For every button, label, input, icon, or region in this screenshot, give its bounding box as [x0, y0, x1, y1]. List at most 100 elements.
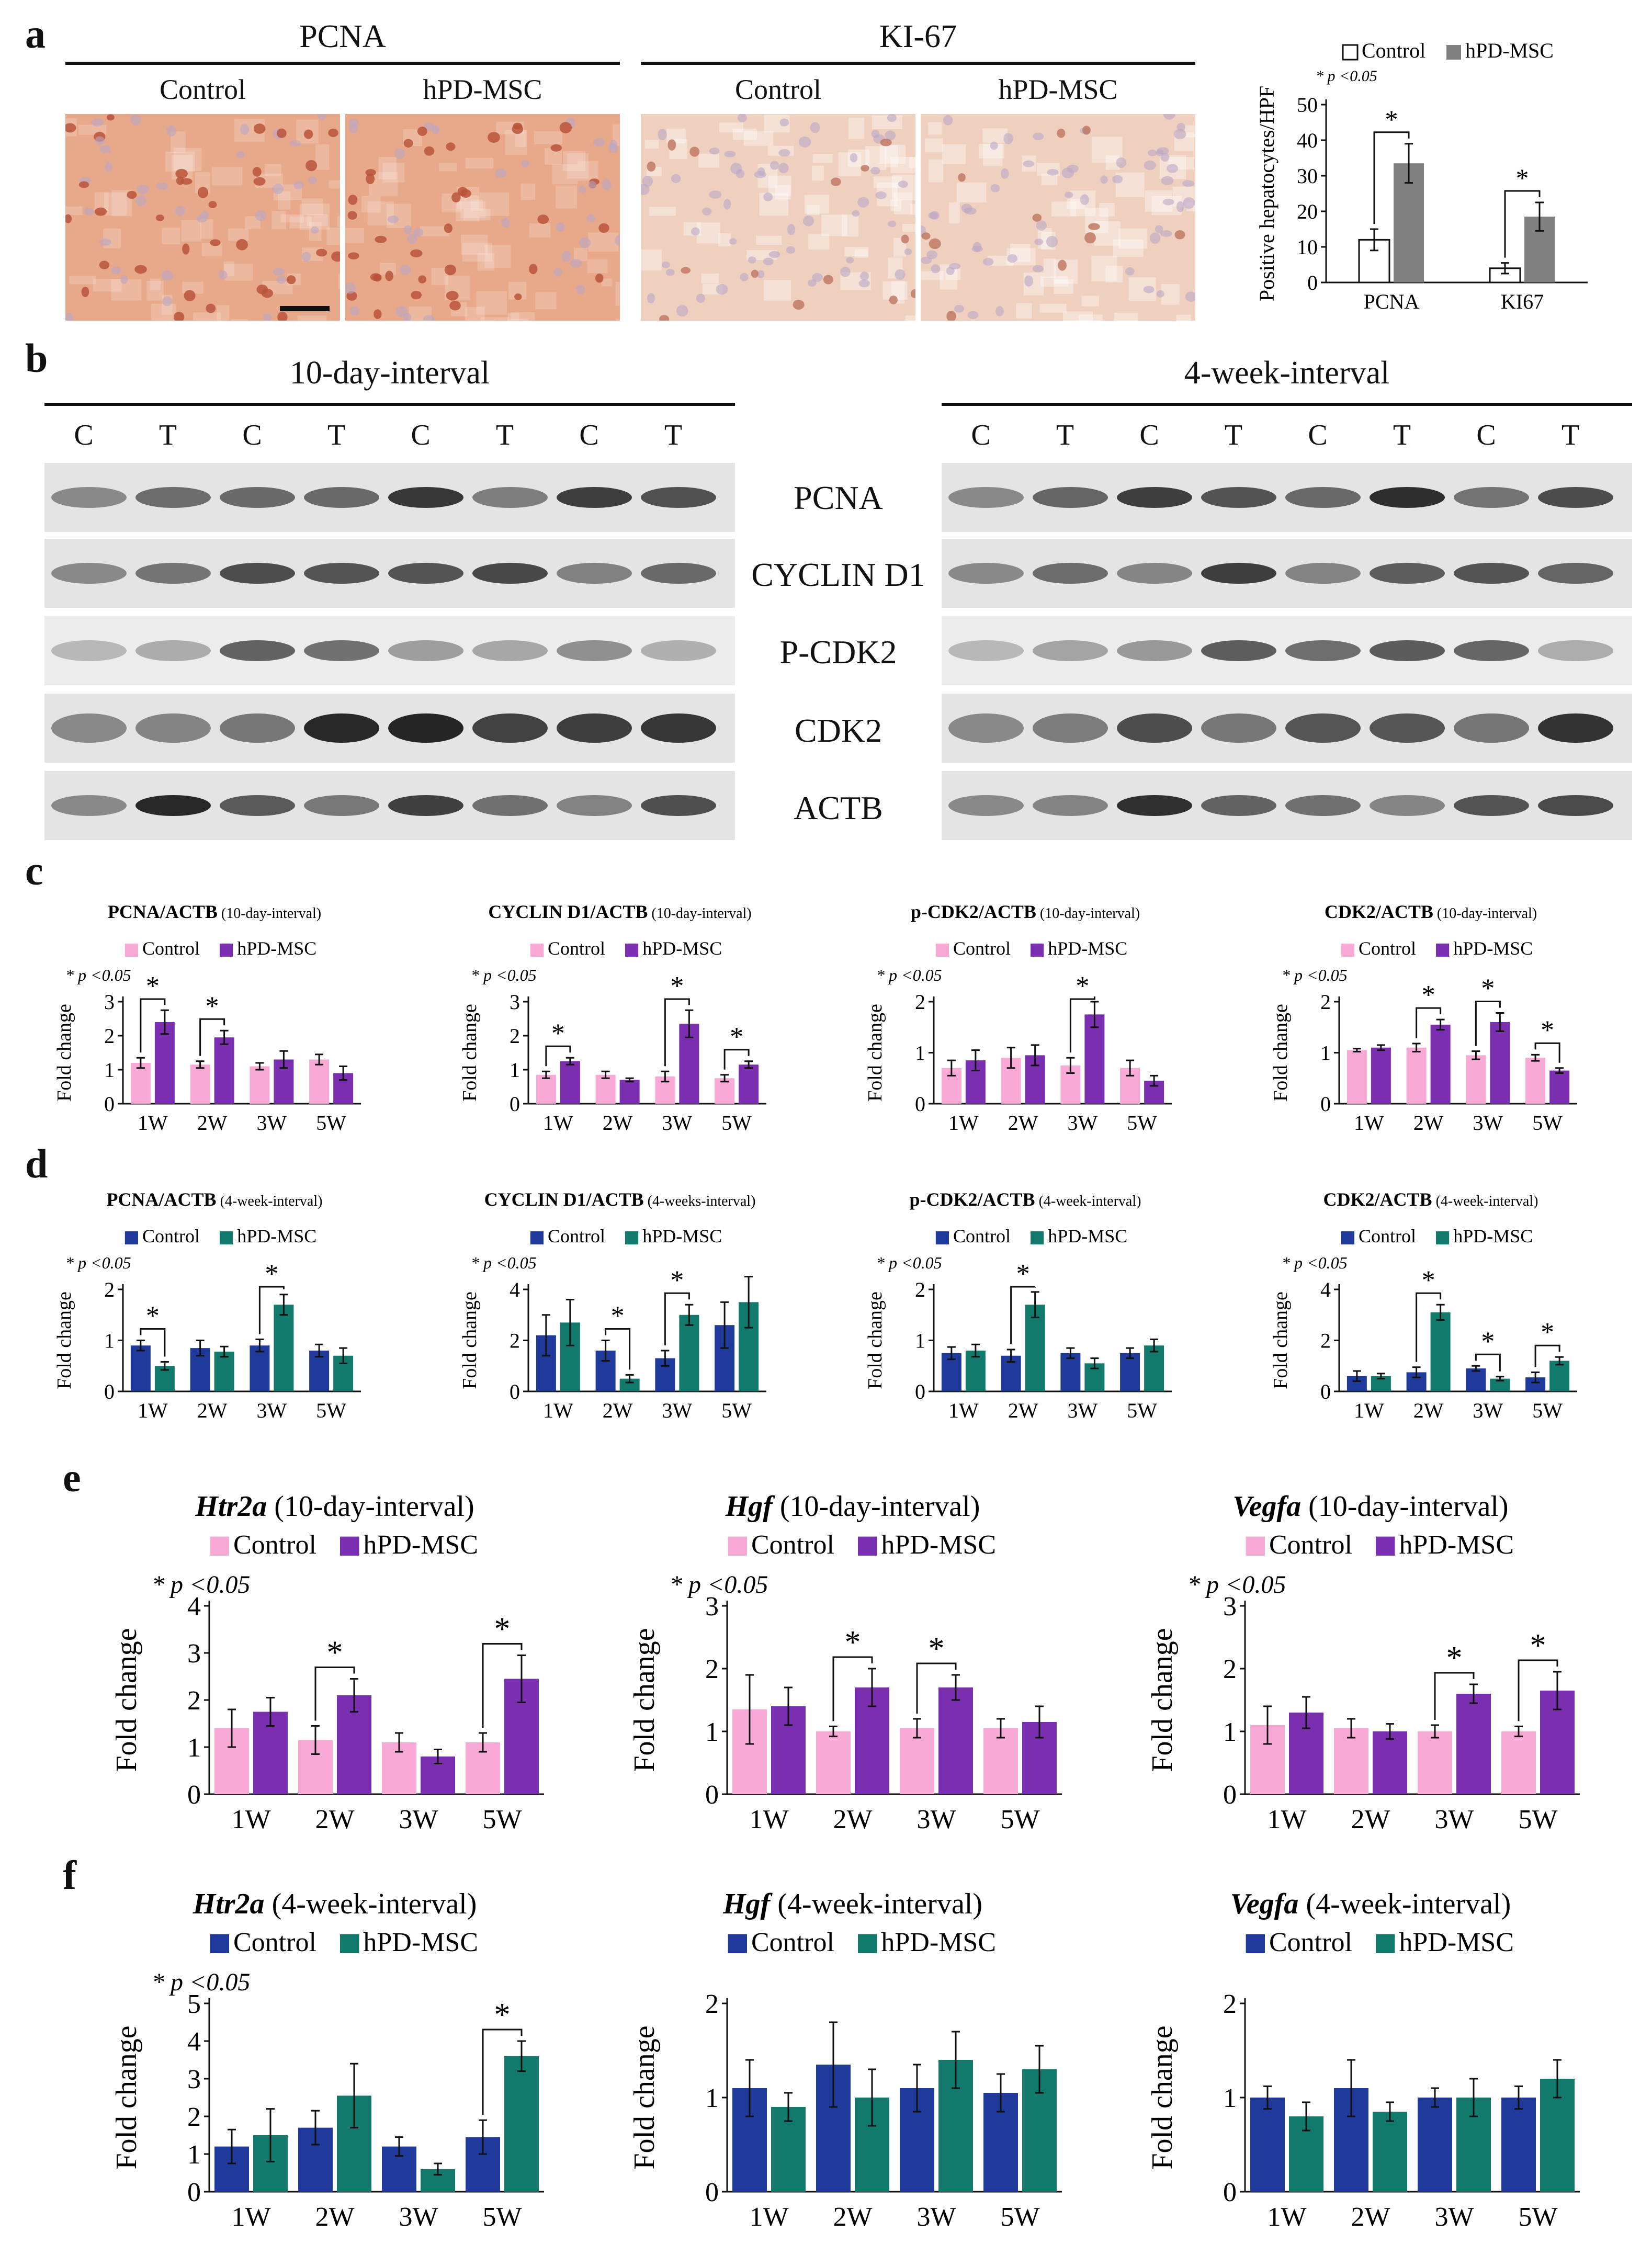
panel-letter-d: d — [25, 1141, 48, 1186]
x-tick-label: 2W — [1008, 1111, 1038, 1135]
cell-nucleus — [647, 161, 656, 172]
legend-label: hPD-MSC — [1399, 1928, 1514, 1957]
tissue-texture — [463, 209, 491, 221]
protein-band — [1454, 563, 1529, 584]
y-tick-label: 50 — [1297, 93, 1318, 117]
y-tick-label: 3 — [1223, 1592, 1237, 1622]
lane-label: T — [159, 419, 177, 451]
chart-title-main: CDK2/ACTB — [1323, 1189, 1432, 1210]
lane-label: C — [1308, 419, 1328, 451]
blot-strip — [942, 771, 1632, 840]
tissue-texture — [193, 312, 221, 321]
cell-nucleus — [954, 304, 964, 313]
x-tick-label: 5W — [1518, 2202, 1557, 2232]
chart-d-p-cdk2: p-CDK2/ACTB (4-week-interval) Control hPD-… — [864, 1189, 1172, 1422]
significance-note: * p <0.05 — [1282, 1253, 1348, 1272]
protein-band — [472, 640, 548, 661]
data-bar — [1060, 1353, 1081, 1391]
legend-swatch — [1031, 943, 1044, 957]
cell-nucleus — [729, 238, 737, 245]
y-axis-label: Fold change — [110, 1628, 143, 1772]
cell-nucleus — [1182, 180, 1194, 187]
tissue-texture — [1081, 296, 1099, 307]
tissue-texture — [211, 167, 243, 186]
y-tick-label: 0 — [187, 1780, 201, 1810]
y-tick-label: 0 — [915, 1380, 925, 1403]
cell-nucleus — [529, 264, 538, 275]
pcna-header: PCNA — [299, 19, 386, 54]
x-tick-label: 5W — [1000, 1805, 1039, 1834]
tissue-texture — [299, 203, 330, 230]
tissue-texture — [928, 122, 942, 135]
cell-nucleus — [407, 233, 417, 244]
cell-nucleus — [1112, 175, 1123, 184]
y-axis-label: Fold change — [1270, 1004, 1292, 1102]
y-tick-label: 4 — [187, 2027, 201, 2057]
cell-nucleus — [756, 270, 765, 278]
tissue-texture — [224, 264, 253, 281]
cell-nucleus — [1088, 223, 1100, 230]
chart-title-main: CDK2/ACTB — [1325, 901, 1433, 922]
x-tick-label: 3W — [1434, 1805, 1474, 1834]
significance-star: * — [206, 991, 219, 1021]
cell-nucleus — [513, 122, 523, 130]
x-tick-label: 2W — [603, 1111, 633, 1135]
protein-band — [641, 563, 716, 584]
tissue-texture — [301, 198, 323, 215]
x-tick-label: 2W — [315, 2202, 354, 2232]
x-tick-label: 1W — [1354, 1111, 1384, 1135]
cell-nucleus — [173, 312, 185, 321]
x-tick-label: 2W — [1351, 2202, 1390, 2232]
significance-star: * — [1516, 163, 1529, 192]
tissue-texture — [378, 157, 397, 180]
data-bar — [1025, 1305, 1045, 1391]
tissue-texture — [93, 279, 122, 292]
data-bar — [715, 1078, 735, 1104]
legend-swatch — [220, 1231, 233, 1244]
lane-label: T — [664, 419, 683, 451]
significance-bracket — [1518, 1659, 1558, 1721]
cell-nucleus — [289, 140, 301, 147]
legend-label: Control — [1359, 938, 1416, 959]
significance-bracket — [258, 1286, 285, 1334]
protein-band — [304, 640, 379, 661]
tissue-texture — [812, 154, 833, 163]
protein-band — [1538, 713, 1613, 743]
chart-title-main: Hgf — [725, 1490, 776, 1523]
tissue-texture — [470, 199, 483, 211]
blot-strip — [942, 616, 1632, 685]
protein-band — [641, 713, 716, 743]
cell-nucleus — [943, 115, 953, 126]
cell-nucleus — [593, 138, 605, 147]
x-tick-label: 5W — [721, 1111, 752, 1135]
data-bar — [1084, 1014, 1105, 1104]
protein-band — [1454, 795, 1529, 816]
legend-swatch — [1376, 1934, 1395, 1953]
cell-nucleus — [561, 251, 572, 262]
protein-band — [1454, 487, 1529, 508]
cell-nucleus — [880, 139, 892, 146]
tissue-texture — [807, 205, 820, 216]
cell-nucleus — [595, 274, 604, 283]
tissue-texture — [821, 214, 847, 236]
x-tick-label: 2W — [197, 1399, 228, 1422]
protein-band — [1033, 713, 1108, 743]
significance-bracket — [1475, 1000, 1501, 1046]
significance-bracket — [482, 2029, 523, 2115]
tissue-texture — [838, 152, 861, 176]
cell-nucleus — [757, 167, 765, 176]
cell-nucleus — [1160, 153, 1170, 162]
cell-nucleus — [967, 311, 979, 319]
legend-label: hPD-MSC — [1465, 42, 1554, 62]
y-axis-label: Fold change — [864, 1004, 886, 1102]
data-bar — [595, 1074, 616, 1104]
x-tick-label: 5W — [1532, 1111, 1563, 1135]
tissue-texture — [1054, 279, 1073, 294]
protein-band — [1285, 713, 1361, 743]
y-tick-label: 4 — [187, 1592, 201, 1622]
cell-nucleus — [418, 275, 427, 284]
significance-bracket — [1434, 1672, 1475, 1720]
data-bar — [130, 1063, 151, 1104]
y-tick-label: 1 — [915, 1329, 925, 1353]
cell-nucleus — [155, 214, 164, 221]
